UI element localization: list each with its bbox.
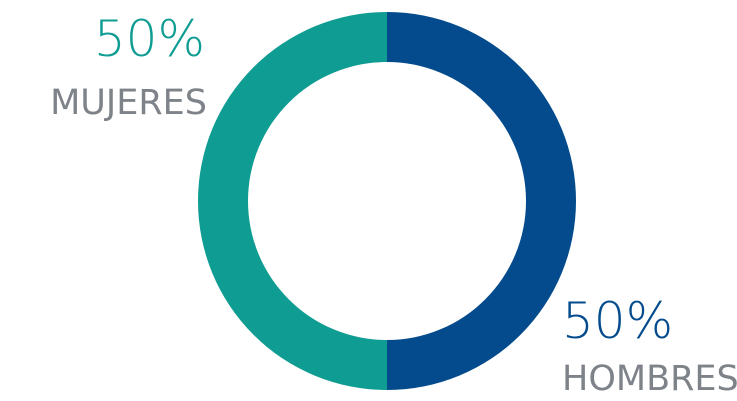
hombres-percent-label: 50% — [562, 292, 673, 350]
slices-group — [198, 12, 576, 390]
mujeres-category-label: MUJERES — [50, 83, 207, 123]
donut-slice-hombres — [387, 12, 576, 390]
donut-slice-mujeres — [198, 12, 387, 390]
hombres-category-label: HOMBRES — [562, 359, 737, 399]
mujeres-percent-label: 50% — [94, 10, 205, 68]
